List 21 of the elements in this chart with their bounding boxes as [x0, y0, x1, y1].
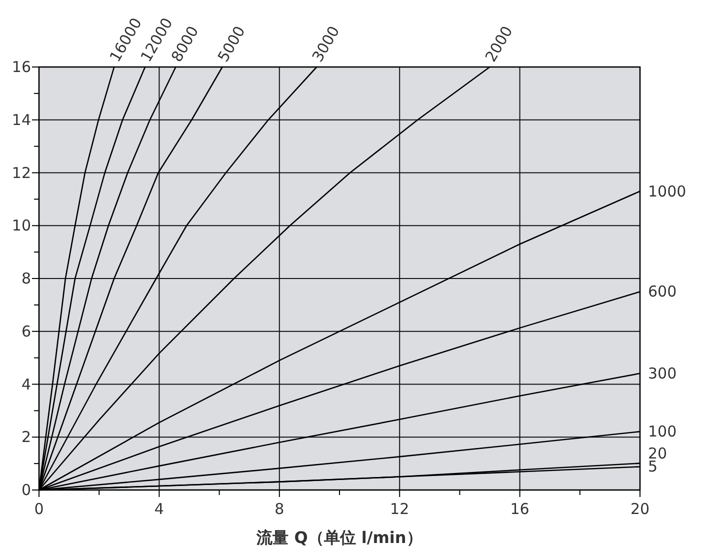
x-tick-label: 16: [510, 500, 530, 518]
y-tick-label: 10: [12, 216, 31, 235]
x-tick-label: 8: [274, 500, 284, 518]
x-tick-label: 0: [34, 500, 44, 518]
y-tick-label: 14: [12, 110, 31, 129]
series-label: 600: [648, 282, 677, 301]
x-axis-title: 流量 Q（单位 l/min）: [256, 528, 422, 547]
y-tick-label: 6: [21, 322, 31, 340]
series-label: 300: [648, 364, 677, 382]
y-tick-label: 16: [12, 58, 31, 76]
y-tick-label: 8: [21, 270, 31, 288]
y-tick-label: 2: [21, 428, 31, 446]
x-tick-label: 20: [630, 500, 650, 518]
series-label: 100: [648, 422, 677, 441]
series-label: 5: [648, 458, 658, 476]
y-tick-label: 0: [21, 481, 31, 499]
y-tick-label: 12: [12, 164, 31, 182]
x-tick-label: 4: [154, 500, 164, 518]
y-tick-label: 4: [21, 375, 31, 394]
x-tick-label: 12: [390, 500, 410, 518]
series-label: 1000: [648, 182, 686, 200]
